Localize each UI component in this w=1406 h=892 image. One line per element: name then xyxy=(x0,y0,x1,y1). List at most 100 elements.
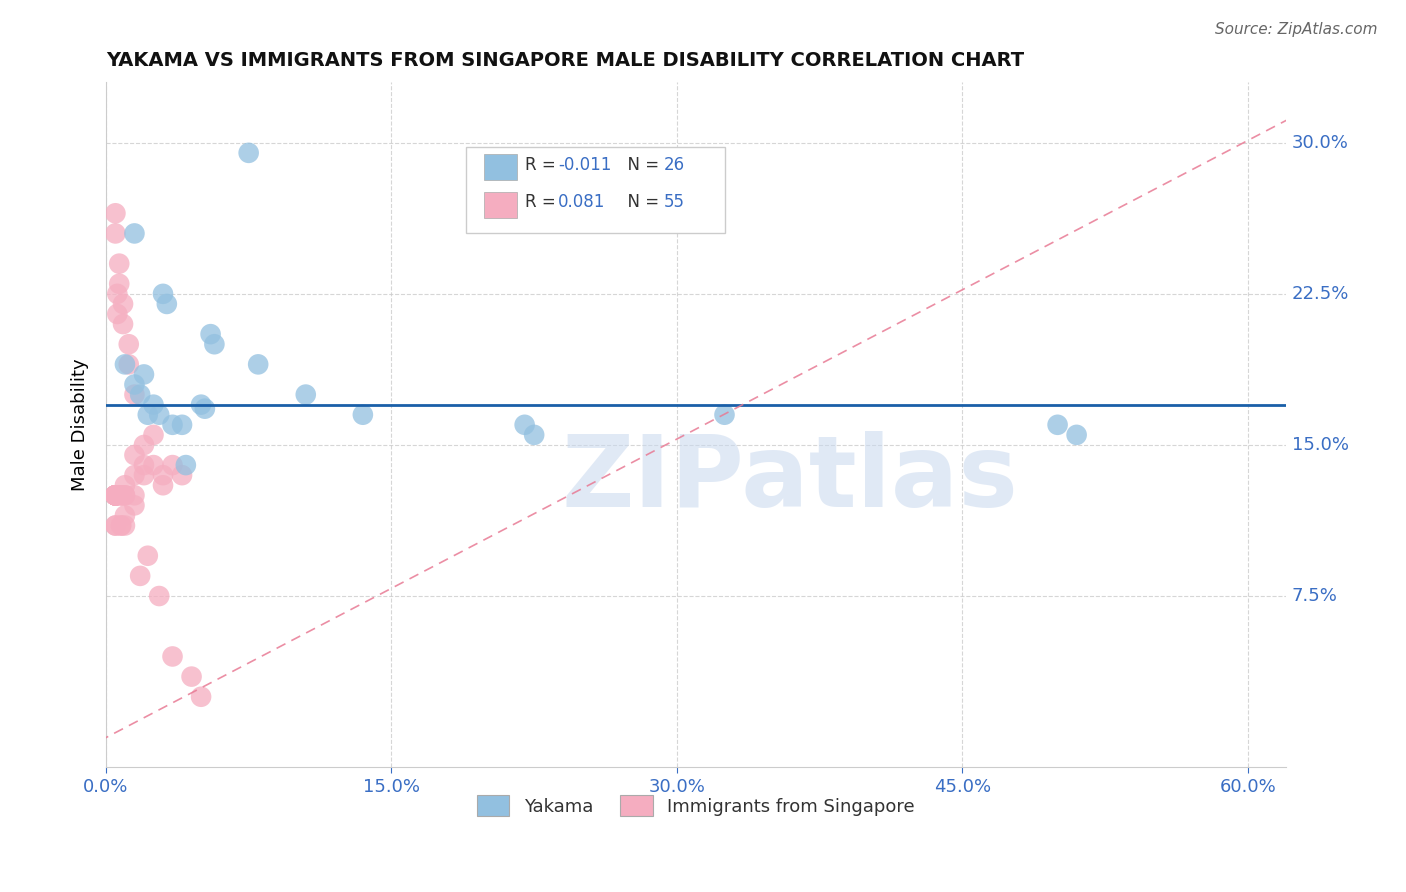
FancyBboxPatch shape xyxy=(484,154,516,180)
Text: YAKAMA VS IMMIGRANTS FROM SINGAPORE MALE DISABILITY CORRELATION CHART: YAKAMA VS IMMIGRANTS FROM SINGAPORE MALE… xyxy=(105,51,1024,70)
Point xyxy=(104,518,127,533)
Point xyxy=(202,337,225,351)
Point xyxy=(238,145,260,160)
FancyBboxPatch shape xyxy=(484,192,516,218)
Point xyxy=(112,317,135,331)
Point xyxy=(104,488,127,502)
Point xyxy=(105,307,128,321)
Text: 7.5%: 7.5% xyxy=(1292,587,1337,605)
Point xyxy=(190,690,212,704)
Point xyxy=(1046,417,1069,432)
Point xyxy=(104,488,127,502)
Point xyxy=(136,549,159,563)
Point xyxy=(110,488,132,502)
Point xyxy=(162,649,184,664)
Point xyxy=(142,428,165,442)
Text: 26: 26 xyxy=(664,156,685,174)
Point xyxy=(110,518,132,533)
Text: 55: 55 xyxy=(664,194,685,211)
Point xyxy=(132,368,155,382)
Point xyxy=(180,670,202,684)
Point xyxy=(114,518,136,533)
Point xyxy=(110,488,132,502)
Point xyxy=(156,297,179,311)
Point xyxy=(114,357,136,371)
Point xyxy=(124,488,146,502)
Point xyxy=(129,387,152,401)
Text: 15.0%: 15.0% xyxy=(1292,436,1348,454)
Point xyxy=(104,488,127,502)
Point xyxy=(294,387,316,401)
Point xyxy=(142,458,165,472)
Text: N =: N = xyxy=(617,194,664,211)
Text: R =: R = xyxy=(524,156,561,174)
Point xyxy=(104,488,127,502)
Point xyxy=(114,478,136,492)
Point xyxy=(104,488,127,502)
Point xyxy=(136,408,159,422)
Text: R =: R = xyxy=(524,194,561,211)
Point xyxy=(148,408,170,422)
Point xyxy=(104,206,127,220)
Point xyxy=(124,448,146,462)
Point xyxy=(104,488,127,502)
Point xyxy=(108,277,131,291)
Point xyxy=(174,458,197,472)
Point xyxy=(132,468,155,483)
Point xyxy=(1066,428,1088,442)
Point xyxy=(108,257,131,271)
Text: 0.081: 0.081 xyxy=(558,194,605,211)
Point xyxy=(142,398,165,412)
Text: 22.5%: 22.5% xyxy=(1292,285,1350,303)
Text: -0.011: -0.011 xyxy=(558,156,612,174)
Point xyxy=(129,569,152,583)
Point xyxy=(713,408,735,422)
Point xyxy=(104,488,127,502)
Point xyxy=(112,297,135,311)
Point xyxy=(124,377,146,392)
Point xyxy=(513,417,536,432)
Point xyxy=(152,478,174,492)
Point xyxy=(132,438,155,452)
Point xyxy=(105,286,128,301)
Point xyxy=(194,401,217,416)
Point xyxy=(200,327,222,342)
Point xyxy=(162,417,184,432)
Point xyxy=(104,488,127,502)
Point xyxy=(152,286,174,301)
Point xyxy=(124,499,146,513)
Point xyxy=(104,227,127,241)
Point xyxy=(104,488,127,502)
Point xyxy=(104,488,127,502)
Point xyxy=(124,227,146,241)
Text: ZIPatlas: ZIPatlas xyxy=(562,431,1019,528)
Point xyxy=(104,488,127,502)
Point xyxy=(247,357,270,371)
Text: Source: ZipAtlas.com: Source: ZipAtlas.com xyxy=(1215,22,1378,37)
Point xyxy=(523,428,546,442)
Point xyxy=(110,518,132,533)
Point xyxy=(170,468,193,483)
Point xyxy=(132,458,155,472)
Point xyxy=(170,417,193,432)
Point xyxy=(104,488,127,502)
Point xyxy=(114,488,136,502)
Point xyxy=(114,508,136,523)
Point xyxy=(104,518,127,533)
Point xyxy=(124,387,146,401)
Point xyxy=(162,458,184,472)
Point xyxy=(352,408,374,422)
Point xyxy=(118,357,141,371)
FancyBboxPatch shape xyxy=(465,147,725,233)
Point xyxy=(104,488,127,502)
Point xyxy=(110,488,132,502)
Point xyxy=(152,468,174,483)
Point xyxy=(124,468,146,483)
Point xyxy=(114,488,136,502)
Point xyxy=(148,589,170,603)
Y-axis label: Male Disability: Male Disability xyxy=(72,359,89,491)
Legend: Yakama, Immigrants from Singapore: Yakama, Immigrants from Singapore xyxy=(470,788,922,823)
Point xyxy=(190,398,212,412)
Text: N =: N = xyxy=(617,156,664,174)
Text: 30.0%: 30.0% xyxy=(1292,134,1348,152)
